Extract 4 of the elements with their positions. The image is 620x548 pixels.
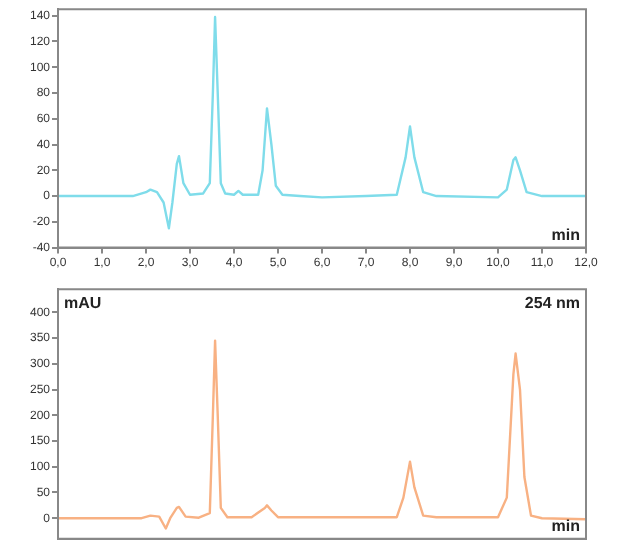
x-axis-title: min xyxy=(551,226,581,245)
x-axis-title: min xyxy=(551,517,581,536)
y-axis-title: mAU xyxy=(64,293,102,312)
annotation: 254 nm xyxy=(524,293,580,312)
